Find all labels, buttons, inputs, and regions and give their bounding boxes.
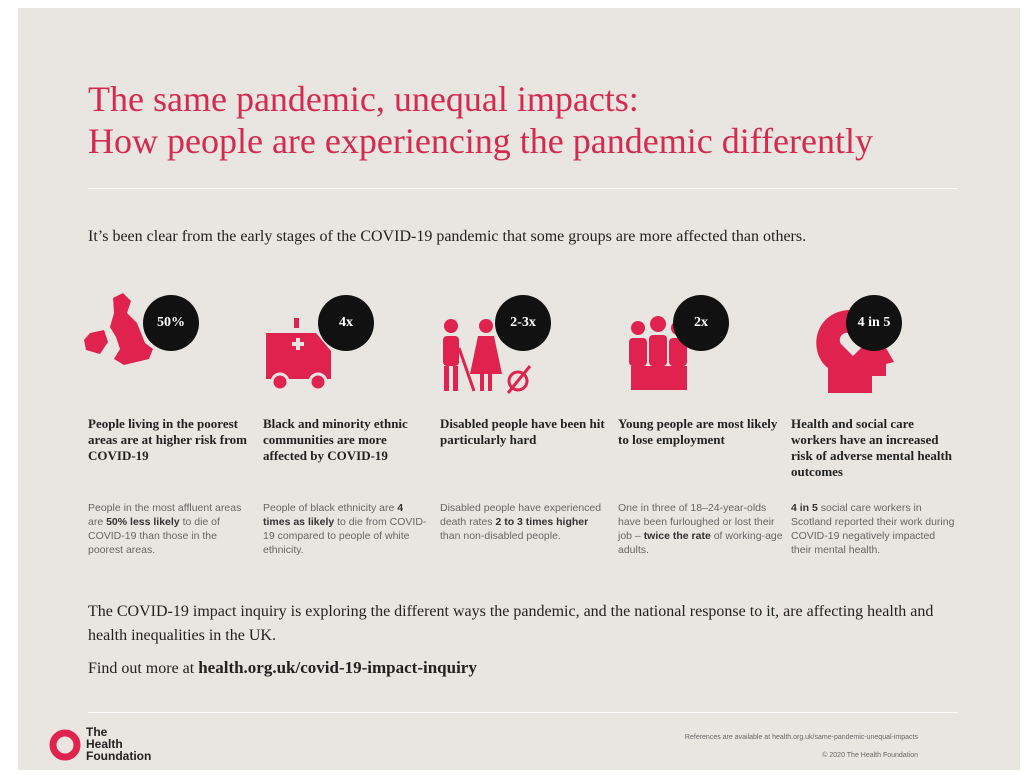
leg (444, 366, 449, 391)
badge: 50% (143, 295, 199, 351)
legs (631, 366, 687, 390)
cross (296, 338, 300, 350)
person-body (669, 338, 687, 366)
wheel (308, 372, 328, 392)
person-head (650, 316, 666, 332)
card-heading: Young people are most likely to lose emp… (618, 416, 778, 447)
person-body (649, 335, 667, 366)
body-text: Disabled people have experienced death r… (440, 502, 602, 528)
logo-line: Foundation (86, 749, 152, 763)
badge: 4 in 5 (846, 295, 902, 351)
strike (506, 365, 532, 394)
person-head (631, 321, 645, 335)
siren (294, 318, 299, 328)
ear-icon (507, 370, 529, 392)
title-line: How people are experiencing the pandemic… (88, 121, 874, 161)
wheel (270, 372, 290, 392)
highlight: 2 to 3 times higher (495, 516, 589, 528)
body-text: One in three of 18–24-year-olds have bee… (618, 502, 775, 542)
body-text: to die of COVID-19 than those in the poo… (88, 516, 220, 556)
highlight: 4 in 5 (791, 502, 818, 514)
person-head (479, 319, 493, 333)
find-more-text: Find out more at (88, 660, 199, 677)
highlight: 4 times as likely (263, 502, 404, 528)
card-heading: Black and minority ethnic communities ar… (263, 416, 408, 463)
highlight: twice the rate (643, 530, 711, 542)
find-more: Find out more at health.org.uk/covid-19-… (88, 658, 477, 678)
logo-line: Health (86, 737, 123, 751)
card-heading: Disabled people have been hit particular… (440, 416, 605, 447)
body-text: than non-disabled people. (440, 530, 561, 542)
card-body: People in the most affluent areas are 50… (88, 501, 253, 557)
badge: 2x (673, 295, 729, 351)
badge: 2-3x (495, 295, 551, 351)
title: The same pandemic, unequal impacts: How … (88, 78, 873, 162)
divider (88, 188, 958, 189)
card-body: People of black ethnicity are 4 times as… (263, 501, 428, 557)
badge: 4x (318, 295, 374, 351)
card-body: Disabled people have experienced death r… (440, 501, 605, 543)
leg (453, 366, 458, 391)
title-line: The same pandemic, unequal impacts: (88, 79, 639, 119)
divider (88, 712, 958, 713)
body-text: of working-age adults. (618, 530, 783, 556)
ambulance-icon (266, 333, 331, 379)
inquiry-text: The COVID-19 impact inquiry is exploring… (88, 603, 934, 644)
card-heading: People living in the poorest areas are a… (88, 416, 247, 463)
body-text: social care workers in Scotland reported… (791, 502, 955, 556)
leg (488, 374, 492, 391)
link[interactable]: health.org.uk/covid-19-impact-inquiry (198, 658, 477, 677)
card-body: 4 in 5 social care workers in Scotland r… (791, 501, 956, 557)
uk-map-icon (84, 293, 153, 365)
copyright: © 2020 The Health Foundation (822, 752, 918, 759)
references: References are available at health.org.u… (684, 734, 918, 741)
card-heading: Health and social care workers have an i… (791, 416, 953, 479)
logo-line: The (86, 725, 108, 739)
person-body (443, 336, 459, 366)
person-body (629, 338, 647, 366)
logo-mark (49, 729, 81, 761)
intro: It’s been clear from the early stages of… (88, 228, 807, 245)
panel: The same pandemic, unequal impacts: How … (18, 8, 1020, 770)
person-head (444, 319, 458, 333)
body-text: People in the most affluent areas are (88, 502, 242, 528)
leg (480, 374, 484, 391)
body-text: People of black ethnicity are (263, 502, 398, 514)
person-body (470, 336, 502, 374)
logo-text: The Health Foundation (86, 726, 151, 762)
highlight: 50% less likely (106, 516, 180, 528)
card-body: One in three of 18–24-year-olds have bee… (618, 501, 783, 557)
cane (457, 347, 476, 392)
body-text: to die from COVID-19 compared to people … (263, 516, 427, 556)
